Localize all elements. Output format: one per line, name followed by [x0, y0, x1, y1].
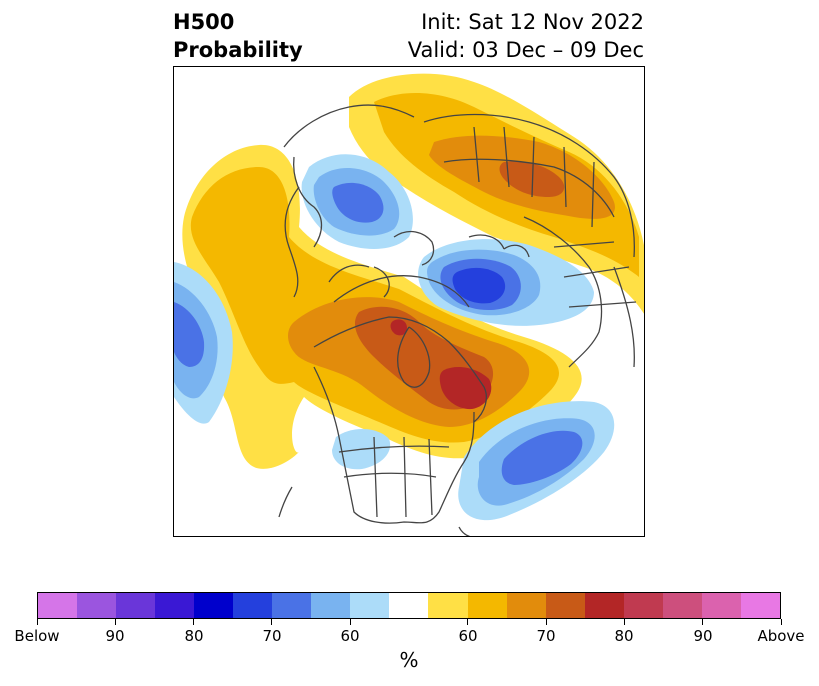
- colorbar-swatch: [506, 593, 546, 618]
- map-canvas: [174, 73, 644, 536]
- colorbar-swatch: [584, 593, 624, 618]
- chart-title-left: H500 Probability: [173, 8, 303, 64]
- title-product: Probability: [173, 38, 303, 62]
- colorbar-tick-label: 80: [184, 627, 204, 645]
- title-variable: H500: [173, 10, 235, 34]
- title-init-date: Init: Sat 12 Nov 2022: [421, 10, 644, 34]
- colorbar-tick: [115, 619, 116, 625]
- colorbar-tick-label: Below: [14, 627, 60, 645]
- colorbar-swatch: [77, 593, 117, 618]
- colorbar-swatch: [155, 593, 195, 618]
- colorbar-swatch: [623, 593, 663, 618]
- colorbar: [37, 592, 781, 619]
- colorbar-tick-label: 80: [614, 627, 634, 645]
- colorbar-swatch: [350, 593, 390, 618]
- colorbar-unit-label: %: [399, 648, 419, 672]
- probability-map: [173, 66, 645, 537]
- colorbar-tick-label: 90: [105, 627, 125, 645]
- colorbar-tick-label: 60: [458, 627, 478, 645]
- colorbar-tick: [781, 619, 782, 625]
- colorbar-tick-label: 90: [693, 627, 713, 645]
- colorbar-tick: [271, 619, 272, 625]
- below-region-pacific-core: [174, 302, 205, 367]
- above-region-canada-red-core: [439, 366, 492, 410]
- colorbar-tick: [624, 619, 625, 625]
- colorbar-swatch: [233, 593, 273, 618]
- colorbar-swatch: [194, 593, 234, 618]
- colorbar-tick: [546, 619, 547, 625]
- below-region-arctic-west-core: [332, 182, 384, 223]
- colorbar-swatch: [701, 593, 741, 618]
- colorbar-swatch: [428, 593, 468, 618]
- colorbar-tick-label: 60: [340, 627, 360, 645]
- below-region-atlantic-core: [501, 430, 583, 485]
- colorbar-tick-label: 70: [536, 627, 556, 645]
- colorbar-swatch: [740, 593, 780, 618]
- colorbar-tick-label: 70: [262, 627, 282, 645]
- colorbar-tick: [702, 619, 703, 625]
- chart-title-right: Init: Sat 12 Nov 2022 Valid: 03 Dec – 09…: [408, 8, 644, 64]
- colorbar-tick: [37, 619, 38, 625]
- colorbar-swatch: [545, 593, 585, 618]
- colorbar-swatch: [389, 593, 429, 618]
- colorbar-swatch: [116, 593, 156, 618]
- title-valid-range: Valid: 03 Dec – 09 Dec: [407, 38, 644, 62]
- colorbar-swatch: [311, 593, 351, 618]
- above-region-eurasia-brown: [499, 161, 565, 197]
- colorbar-swatch: [272, 593, 312, 618]
- colorbar-swatch: [467, 593, 507, 618]
- above-region-canada-red-dot: [390, 319, 407, 336]
- colorbar-tick: [350, 619, 351, 625]
- colorbar-swatch: [38, 593, 78, 618]
- colorbar-swatch: [662, 593, 702, 618]
- colorbar-tick: [193, 619, 194, 625]
- colorbar-tick: [467, 619, 468, 625]
- coastlines: [278, 104, 637, 536]
- colorbar-tick-label: Above: [757, 627, 805, 645]
- below-region-barents-deep: [452, 267, 506, 304]
